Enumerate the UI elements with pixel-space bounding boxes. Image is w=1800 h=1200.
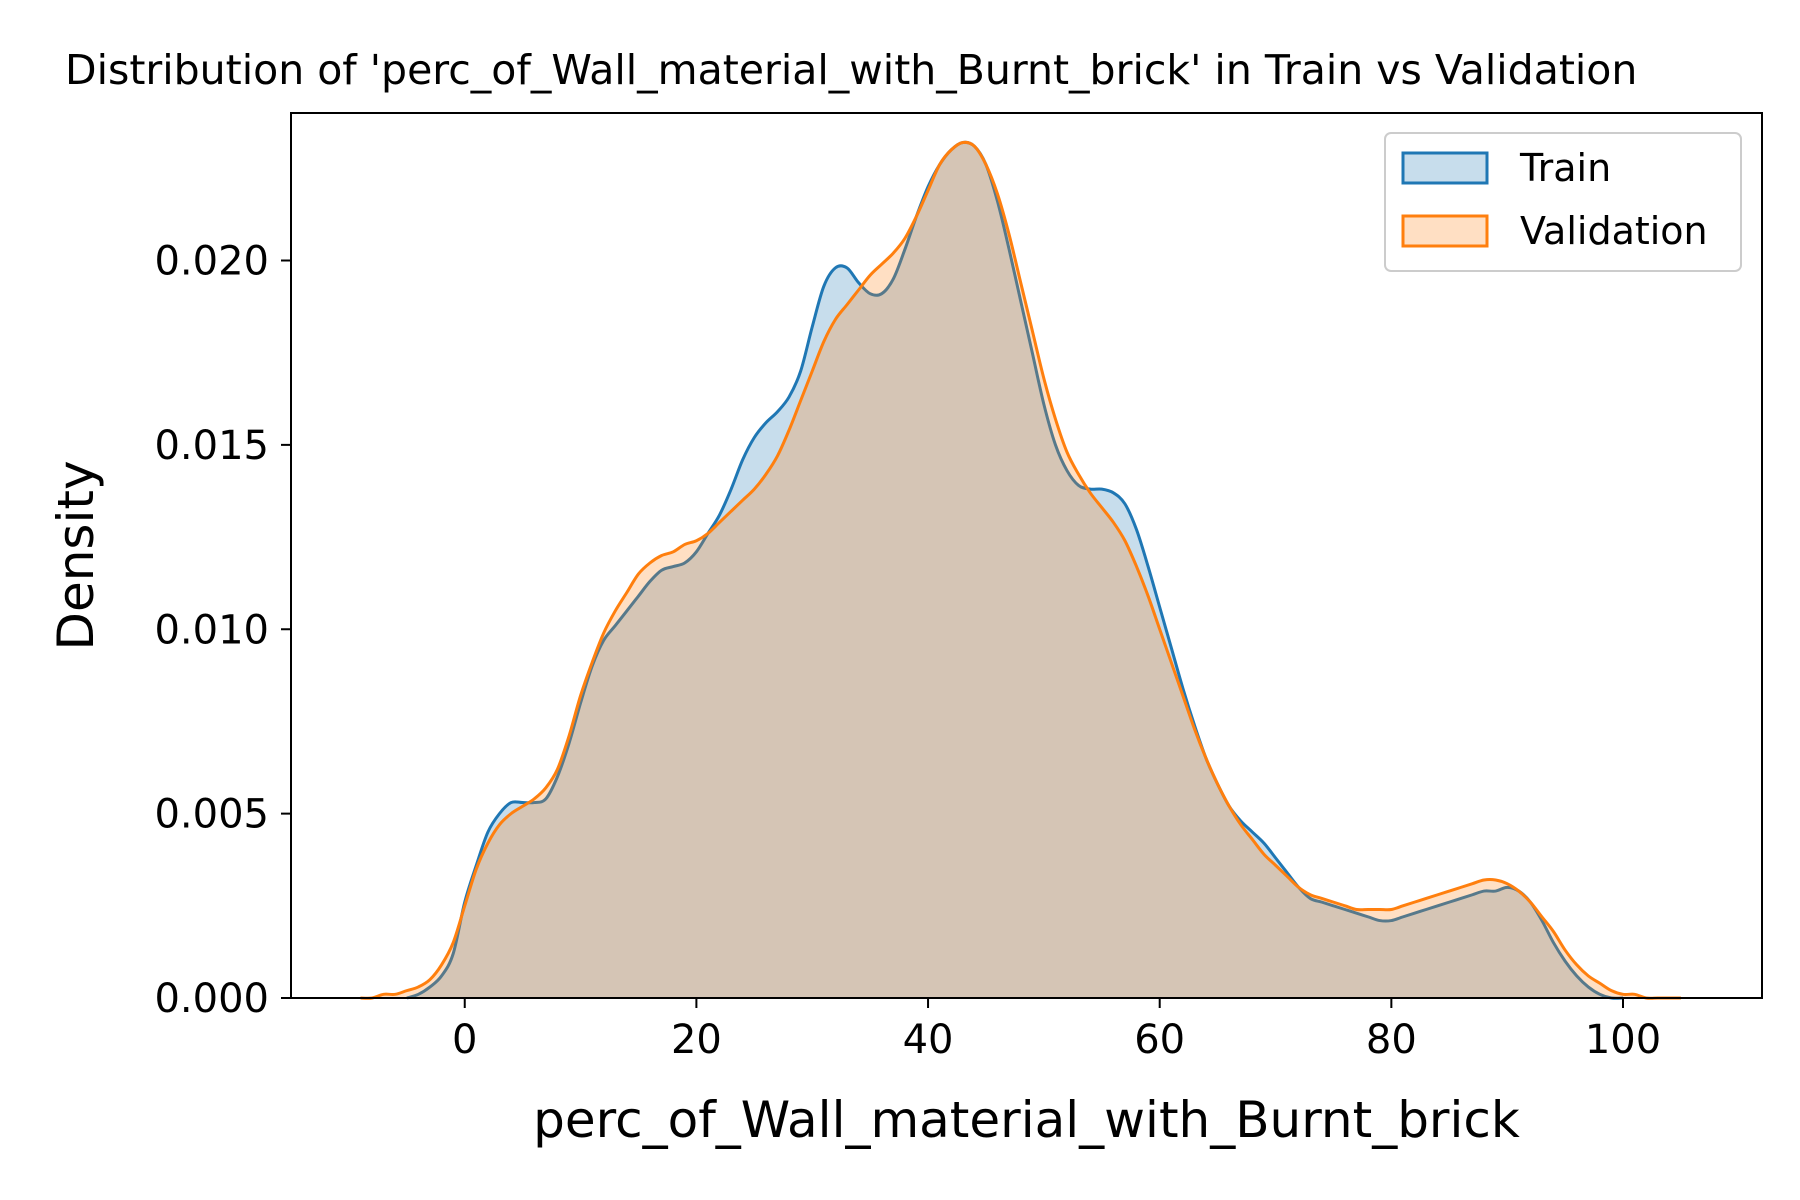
plot-frame <box>290 112 1763 999</box>
x-tick-label: 0 <box>452 1017 477 1063</box>
legend: Train Validation <box>1384 132 1742 272</box>
y-tick-label: 0.015 <box>154 423 269 469</box>
x-tick-label: 40 <box>903 1017 954 1063</box>
legend-swatch-validation <box>1401 214 1489 248</box>
line-train <box>406 140 1624 1000</box>
y-axis-label: Density <box>47 460 105 650</box>
y-tick-label: 0.000 <box>154 976 269 1022</box>
line-validation <box>360 140 1681 1000</box>
x-tick-label: 20 <box>671 1017 722 1063</box>
area-validation <box>360 142 1681 999</box>
series-layer <box>360 140 1681 1000</box>
x-tick-label: 100 <box>1585 1017 1661 1063</box>
x-axis-label: perc_of_Wall_material_with_Burnt_brick <box>533 1091 1520 1149</box>
y-tick-label: 0.005 <box>154 792 269 838</box>
legend-box <box>1384 132 1742 272</box>
x-axis: 0 20 40 60 80 100 <box>452 998 1661 1063</box>
y-tick-label: 0.010 <box>154 607 269 653</box>
x-tick-label: 80 <box>1366 1017 1417 1063</box>
legend-label-validation: Validation <box>1520 209 1708 253</box>
legend-label-train: Train <box>1519 146 1611 190</box>
x-tick-label: 60 <box>1134 1017 1185 1063</box>
legend-swatch-train <box>1401 151 1489 185</box>
y-axis: 0.000 0.005 0.010 0.015 0.020 <box>154 239 291 1022</box>
y-tick-label: 0.020 <box>154 239 269 285</box>
area-train <box>406 142 1624 999</box>
chart-title: Distribution of 'perc_of_Wall_material_w… <box>65 46 1637 94</box>
